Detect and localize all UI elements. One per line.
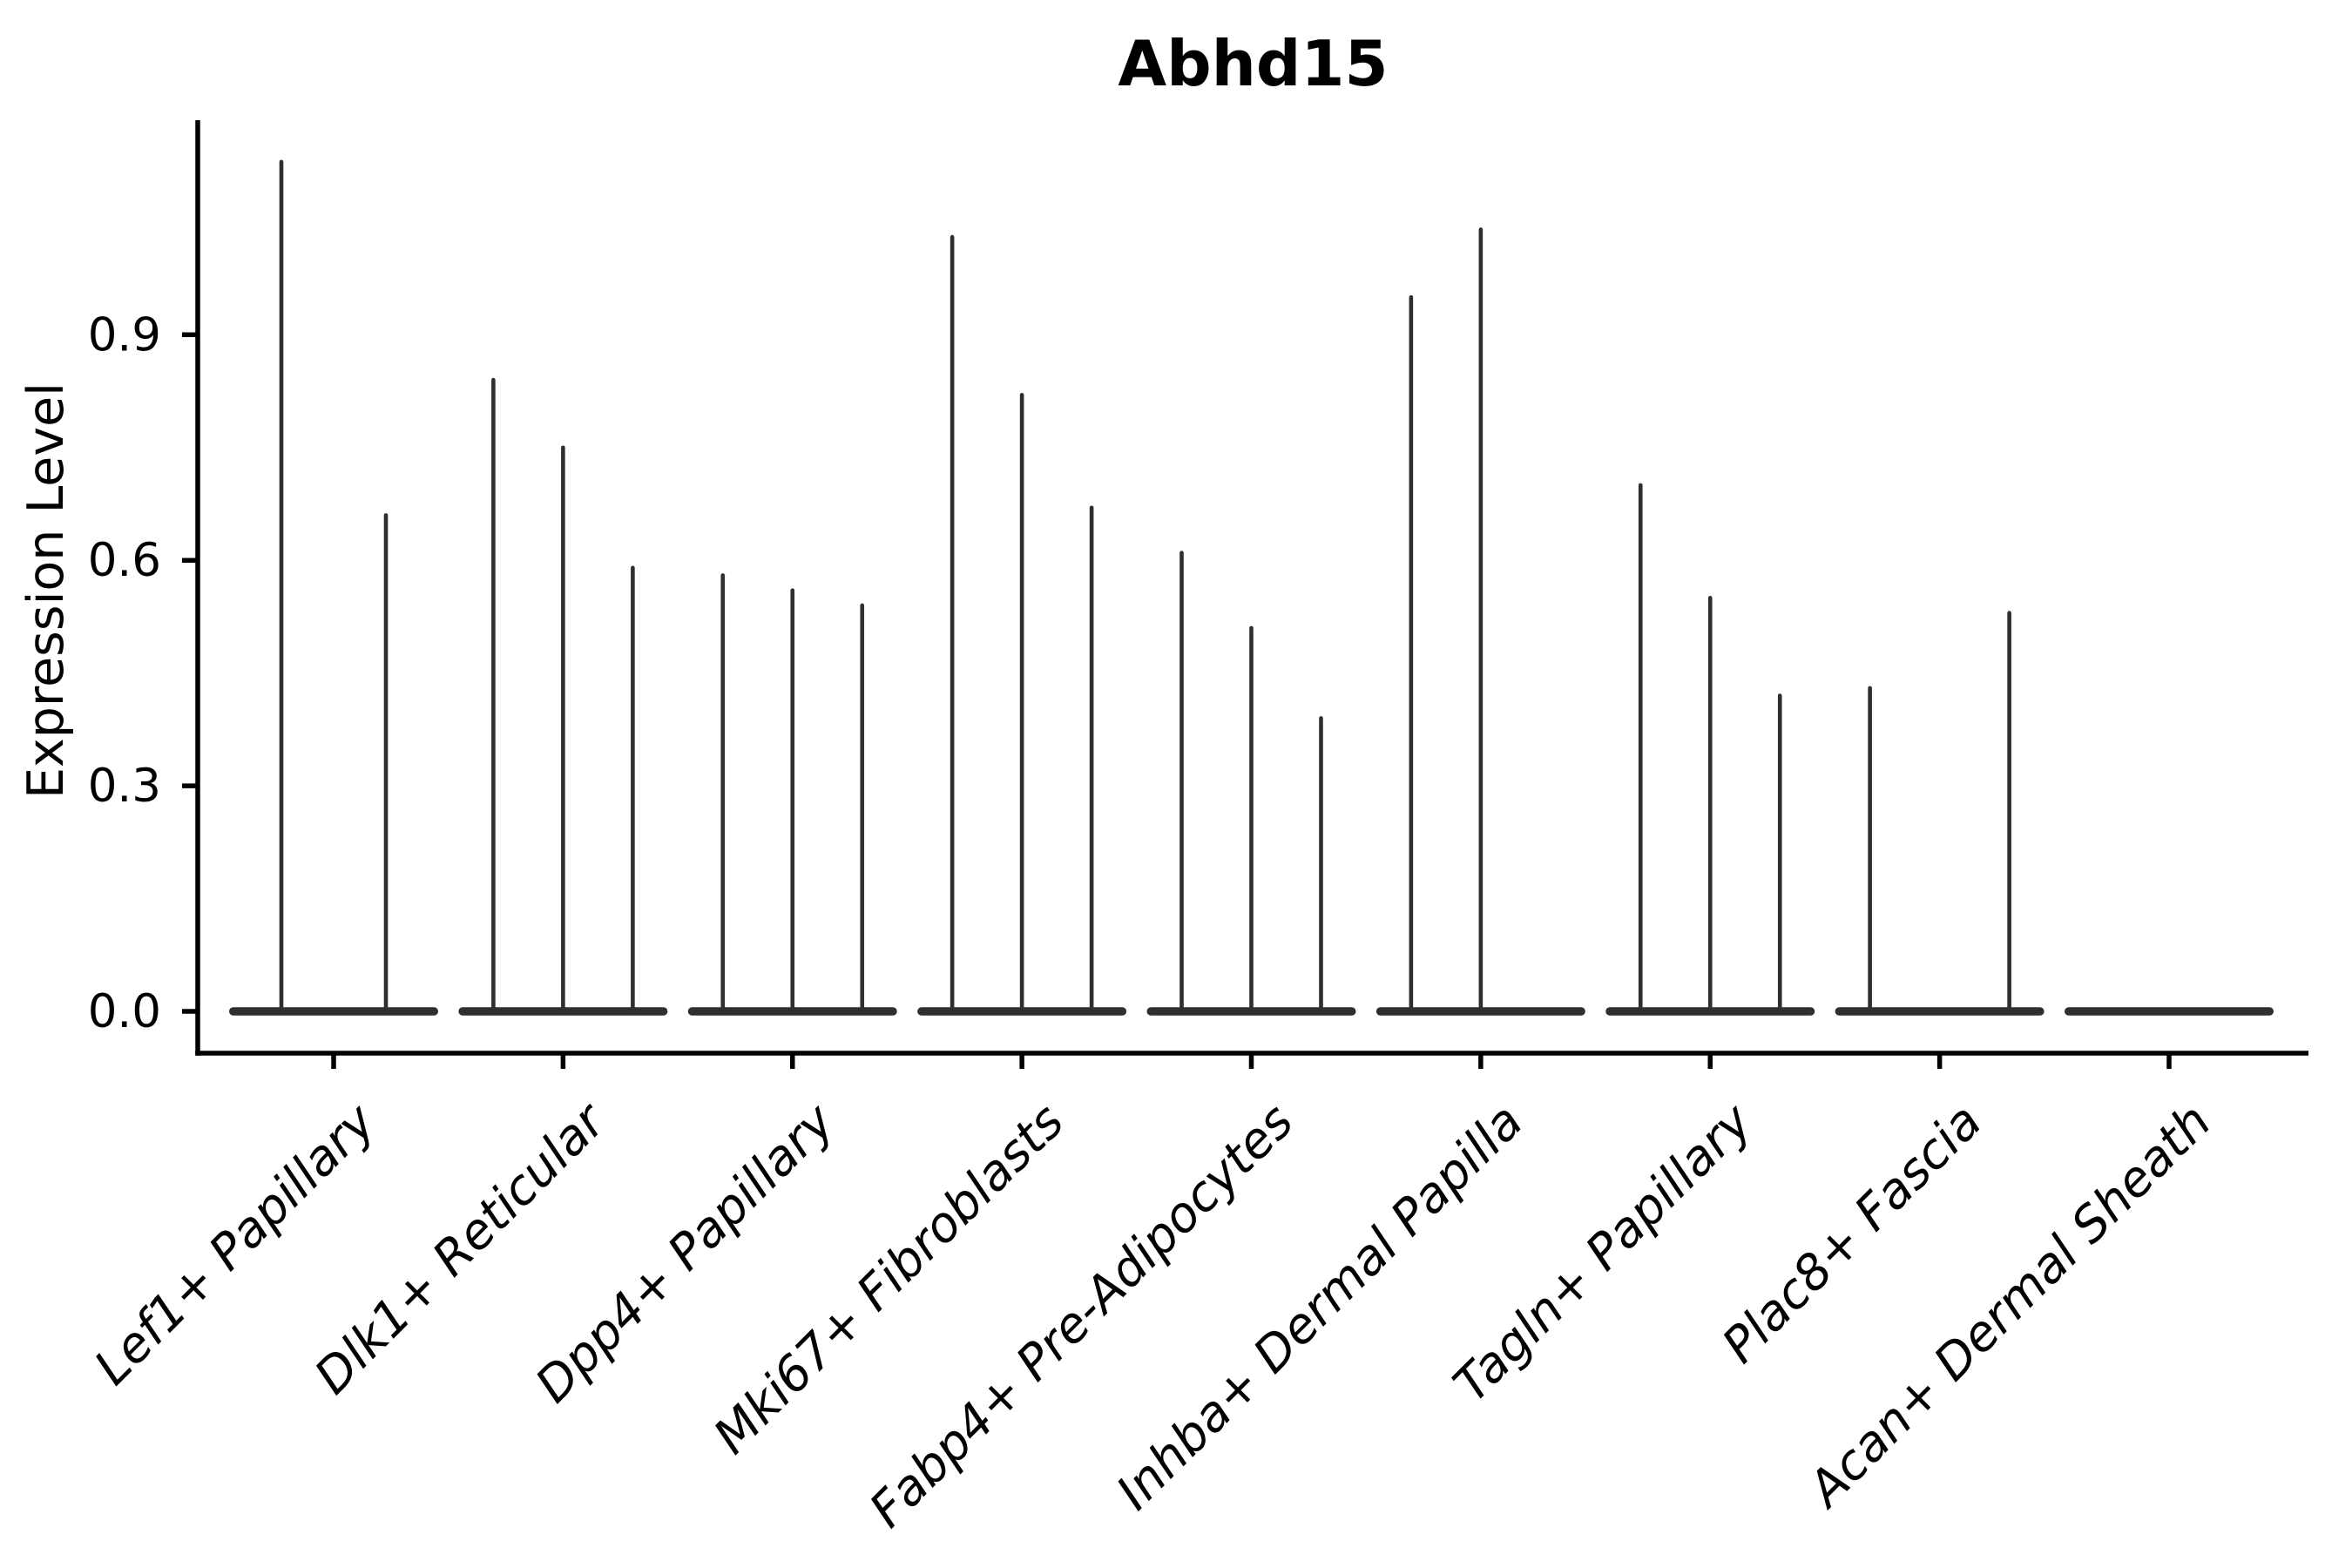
x-tick-label: Acan+ Dermal Sheath <box>1796 1093 2222 1519</box>
y-tick-label: 0.9 <box>88 308 161 362</box>
violin-base <box>1835 1007 2044 1016</box>
violin-base <box>2065 1007 2274 1016</box>
y-axis-label: Expression Level <box>17 382 75 799</box>
chart-title: Abhd15 <box>1118 27 1388 100</box>
y-tick-label: 0.6 <box>88 534 161 587</box>
y-tick-label: 0.3 <box>88 760 161 813</box>
x-tick-label: Inhba+ Dermal Papilla <box>1106 1093 1534 1521</box>
y-tick-label: 0.0 <box>88 985 161 1038</box>
violin-base <box>229 1007 438 1016</box>
x-tick-label: Fabp4+ Pre-Adipocytes <box>859 1093 1304 1538</box>
